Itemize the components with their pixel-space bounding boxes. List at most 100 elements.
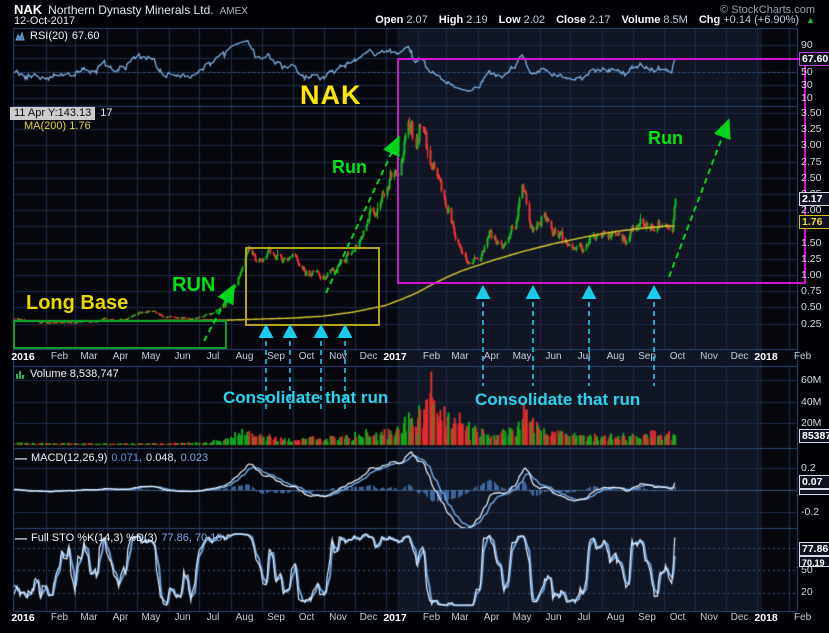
y-axis-label: 2.75: [801, 156, 822, 168]
y-axis-label: 60M: [801, 374, 822, 386]
long-base-label: Long Base: [26, 292, 129, 314]
ohlc-quote-bar: Open 2.07 High 2.19 Low 2.02 Close 2.17 Volume 8.…: [375, 14, 815, 26]
x-axis-label: Apr: [112, 351, 129, 362]
macd-value-box-2: [799, 489, 829, 495]
x-axis-label: Oct: [669, 351, 686, 362]
consolidation-box-2017: [397, 58, 806, 284]
x-axis-label: 2016: [11, 351, 35, 363]
consolidation-arrows-2016: [258, 324, 353, 410]
x-axis-label: Nov: [329, 612, 347, 623]
quote-item: High 2.19: [438, 14, 488, 26]
x-axis-label: Jun: [174, 612, 191, 623]
rsi-value-box: 67.60: [799, 52, 829, 66]
x-axis-label: Oct: [669, 612, 686, 623]
y-axis-label: 1.50: [801, 237, 822, 249]
x-axis-label: Dec: [359, 612, 378, 623]
long-base-box: [13, 320, 227, 349]
x-axis-label: Jul: [577, 612, 591, 623]
change-up-icon: ▲: [806, 15, 815, 25]
y-axis-label: 0.25: [801, 318, 822, 330]
x-axis-label: May: [141, 612, 161, 623]
stockcharts-copyright: © StockCharts.com: [720, 4, 815, 16]
x-axis-label: Apr: [483, 612, 500, 623]
ticker-symbol: NAK: [14, 2, 43, 17]
company-name: Northern Dynasty Minerals Ltd.: [48, 3, 214, 17]
tooltip-text: 11 Apr Y:143.13: [10, 107, 96, 120]
x-axis-label: Apr: [483, 351, 500, 362]
y-axis-label: -0.2: [801, 506, 820, 518]
x-axis-label: Mar: [80, 612, 98, 623]
tooltip-extra: 17: [100, 107, 113, 119]
exchange-label: AMEX: [219, 6, 248, 17]
x-axis-label: Dec: [730, 612, 749, 623]
x-axis-label: Feb: [422, 612, 441, 623]
x-axis-label: 2016: [11, 612, 35, 624]
chart-date: 12-Oct-2017: [14, 15, 76, 27]
run-label-2: Run: [648, 128, 683, 148]
rsi-icon: [15, 30, 25, 40]
x-axis-label: Feb: [50, 612, 69, 623]
x-axis-label: Dec: [359, 351, 378, 362]
y-axis-label: 0.2: [801, 462, 816, 474]
x-axis-label: Apr: [112, 612, 129, 623]
y-axis-label: 90: [801, 39, 813, 51]
consolidate-label-1: Consolidate that run: [223, 388, 389, 407]
y-axis-label: 30: [801, 79, 813, 91]
x-axis-label: Jul: [206, 351, 220, 362]
y-axis-label: 3.25: [801, 123, 822, 135]
volume-legend: Volume 8,538,747: [15, 368, 119, 380]
quote-item: Volume 8.5M: [621, 14, 688, 26]
y-axis-label: 0.75: [801, 285, 822, 297]
x-axis-label: Jun: [545, 351, 562, 362]
y-axis-label: 40M: [801, 396, 822, 408]
y-axis-label: 50: [801, 65, 813, 78]
x-axis-label: Sep: [638, 612, 656, 623]
ma200-value-box: 1.76: [799, 215, 829, 229]
x-axis-label: Feb: [50, 351, 69, 362]
sto-d-value-box: 70.19: [799, 556, 829, 567]
quote-item: Low 2.02: [498, 14, 546, 26]
x-axis-label: Feb: [793, 351, 812, 362]
ma200-legend: MA(200) 1.76: [24, 120, 91, 132]
x-axis-label: Aug: [235, 351, 254, 362]
quote-item: Open 2.07: [375, 14, 428, 26]
symbol-watermark: NAK: [300, 80, 362, 110]
x-axis-label: Dec: [730, 351, 749, 362]
x-axis-label: 2018: [754, 612, 778, 624]
run-arrow-2017: [668, 118, 731, 278]
y-axis-label: 0.50: [801, 301, 822, 313]
volume-value-box: 8538747: [799, 429, 829, 443]
volume-icon: [16, 370, 24, 379]
x-axis-label: 2017: [383, 612, 407, 624]
y-axis-label: 1.25: [801, 253, 822, 265]
x-axis-label: May: [512, 351, 532, 362]
x-axis-label: Jun: [545, 612, 562, 623]
x-axis-label: May: [141, 351, 161, 362]
y-axis-label: 20M: [801, 417, 822, 429]
run-arrow-2016b: [325, 135, 400, 294]
x-axis-label: Aug: [606, 612, 625, 623]
x-axis-label: Feb: [793, 612, 812, 623]
macd-line-icon: —: [15, 451, 27, 465]
x-axis-label: May: [512, 612, 532, 623]
x-axis-label: Feb: [422, 351, 441, 362]
x-axis-label: Sep: [267, 351, 285, 362]
sto-legend: — Full STO %K(14,3) %D(3) 77.86, 70.19: [15, 531, 223, 545]
sto-line-icon: —: [15, 531, 27, 545]
y-axis-label: 50: [801, 564, 813, 576]
run-label-1: Run: [332, 157, 367, 177]
x-axis-label: Aug: [606, 351, 625, 362]
y-axis-label: 10: [801, 92, 813, 104]
consolidation-box-2016: [245, 247, 380, 326]
quote-item: Chg +0.14 (+6.90%): [698, 14, 800, 26]
last-price-box: 2.17: [799, 192, 829, 206]
x-axis-label: Mar: [451, 351, 469, 362]
x-axis-label: Jul: [577, 351, 591, 362]
x-axis-label: Jun: [174, 351, 191, 362]
x-axis-label: Sep: [638, 351, 656, 362]
x-axis-label: Nov: [700, 351, 718, 362]
crosshair-tooltip: 11 Apr Y:143.13 17: [10, 107, 113, 120]
y-axis-label: 20: [801, 586, 813, 598]
